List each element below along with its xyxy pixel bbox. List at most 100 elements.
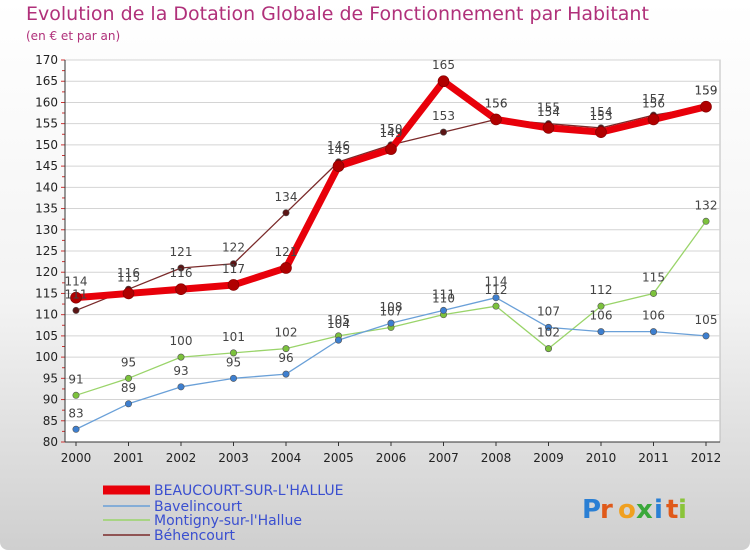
y-tick-label: 90: [43, 393, 58, 407]
data-point: [72, 391, 80, 399]
y-tick-label: 140: [35, 180, 58, 194]
data-label: 112: [485, 283, 508, 297]
legend-label-3: Béhencourt: [154, 528, 235, 544]
data-label: 117: [222, 262, 245, 276]
data-point: [125, 400, 133, 408]
logo-letter: x: [636, 495, 653, 525]
x-tick-label: 2006: [376, 451, 407, 465]
data-label: 114: [485, 275, 508, 289]
y-tick-label: 85: [43, 414, 58, 428]
y-tick-label: 170: [35, 53, 58, 67]
x-tick-label: 2011: [638, 451, 669, 465]
data-label: 132: [695, 198, 718, 212]
data-label: 101: [222, 330, 245, 344]
data-point: [282, 370, 290, 378]
data-label: 108: [380, 300, 403, 314]
data-point: [334, 336, 342, 344]
legend-label-0: BEAUCOURT-SUR-L'HALLUE: [154, 483, 343, 499]
data-label: 159: [695, 84, 718, 98]
data-label: 95: [226, 355, 241, 369]
data-label: 107: [380, 304, 403, 318]
data-label: 102: [537, 326, 560, 340]
data-point: [230, 349, 238, 357]
data-point: [544, 323, 552, 331]
data-point: [387, 319, 395, 327]
proxiti-logo: Pr o x i t i: [582, 495, 687, 525]
data-label: 145: [327, 143, 350, 157]
data-point: [385, 143, 397, 155]
data-point: [649, 289, 657, 297]
data-point: [492, 302, 500, 310]
data-label: 106: [642, 309, 665, 323]
logo-letter: r: [600, 495, 613, 525]
x-tick-label: 2004: [271, 451, 302, 465]
x-tick-label: 2000: [61, 451, 92, 465]
data-point: [597, 328, 605, 336]
y-tick-label: 115: [35, 286, 58, 300]
data-label: 159: [695, 84, 718, 98]
data-label: 102: [275, 326, 298, 340]
y-tick-label: 80: [43, 435, 58, 449]
data-label: 134: [275, 190, 298, 204]
data-point: [177, 264, 185, 272]
data-point: [439, 128, 447, 136]
data-label: 110: [432, 292, 455, 306]
data-point: [122, 287, 135, 300]
x-tick-label: 2001: [113, 451, 144, 465]
data-label: 114: [65, 275, 88, 289]
data-label: 107: [537, 304, 560, 318]
data-label: 115: [117, 270, 140, 284]
data-point: [597, 302, 605, 310]
data-label: 116: [117, 266, 140, 280]
data-label: 104: [327, 317, 350, 331]
y-tick-label: 130: [35, 223, 58, 237]
y-tick-label: 120: [35, 265, 58, 279]
x-tick-label: 2009: [533, 451, 564, 465]
x-tick-label: 2008: [481, 451, 512, 465]
x-tick-label: 2012: [691, 451, 722, 465]
data-label: 165: [432, 58, 455, 72]
y-tick-label: 165: [35, 74, 58, 88]
y-tick-label: 135: [35, 202, 58, 216]
y-tick-label: 145: [35, 159, 58, 173]
y-tick-label: 150: [35, 138, 58, 152]
y-tick-label: 105: [35, 329, 58, 343]
data-point: [702, 332, 710, 340]
data-point: [542, 122, 555, 134]
data-label: 149: [380, 126, 403, 140]
data-label: 146: [327, 139, 350, 153]
data-point: [647, 113, 660, 126]
data-point: [72, 425, 80, 433]
data-label: 96: [278, 351, 293, 365]
data-point: [492, 294, 500, 302]
data-label: 115: [642, 270, 665, 284]
x-tick-label: 2002: [166, 451, 197, 465]
data-label: 154: [537, 105, 560, 119]
data-point: [544, 345, 552, 353]
data-label: 116: [170, 266, 193, 280]
logo-letter: i: [654, 495, 663, 525]
y-tick-label: 160: [35, 95, 58, 109]
data-label: 111: [65, 287, 88, 301]
data-label: 156: [642, 96, 665, 110]
logo-letter: t: [666, 495, 678, 525]
chart-subtitle: (en € et par an): [26, 29, 121, 43]
data-point: [649, 328, 657, 336]
data-point: [490, 113, 502, 126]
data-label: 122: [222, 241, 245, 255]
data-point: [177, 383, 185, 391]
data-point: [439, 306, 447, 314]
data-label: 154: [590, 105, 613, 119]
data-point: [230, 260, 238, 268]
x-tick-label: 2010: [586, 451, 617, 465]
chart-title: Evolution de la Dotation Globale de Fonc…: [26, 3, 649, 25]
data-label: 150: [380, 122, 403, 136]
logo-letter: P: [582, 495, 601, 525]
data-label: 93: [173, 364, 188, 378]
x-tick-label: 2007: [428, 451, 459, 465]
data-label: 155: [537, 101, 560, 115]
data-label: 100: [170, 334, 193, 348]
legend-label-2: Montigny-sur-l'Hallue: [154, 513, 302, 529]
